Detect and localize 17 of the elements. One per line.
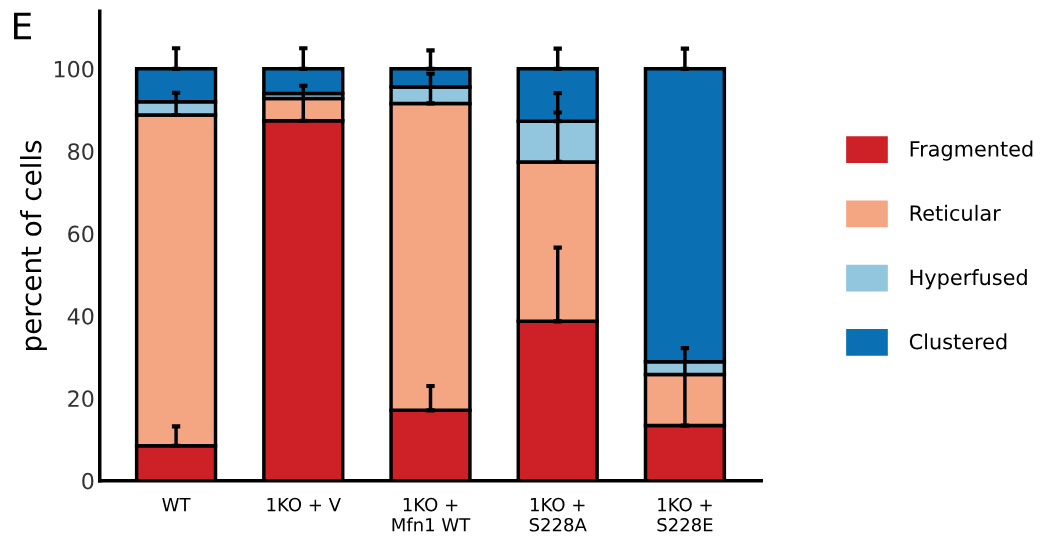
- legend-label: Fragmented: [910, 140, 1033, 161]
- x-tick-label: WT: [162, 497, 191, 512]
- y-tick-label: 100: [54, 60, 94, 78]
- x-tick-label: 1KO + S228A: [529, 497, 587, 532]
- x-tick-label: 1KO + V: [267, 497, 341, 512]
- legend-label: Reticular: [910, 204, 1001, 221]
- y-axis-title: percent of cells: [20, 140, 47, 350]
- y-tick-label: 0: [82, 472, 94, 490]
- y-tick-label: 40: [67, 307, 94, 325]
- text: E: [14, 12, 31, 40]
- legend-label: Hyperfused: [910, 269, 1027, 290]
- x-tick-label: 1KO + S228E: [657, 497, 713, 532]
- legend-label: Clustered: [909, 333, 1007, 350]
- x-tick-label: 1KO + Mfn1 WT: [392, 497, 471, 532]
- y-tick-label: 80: [68, 143, 94, 160]
- y-tick-label: 60: [68, 225, 94, 243]
- y-tick-label: 20: [68, 390, 94, 408]
